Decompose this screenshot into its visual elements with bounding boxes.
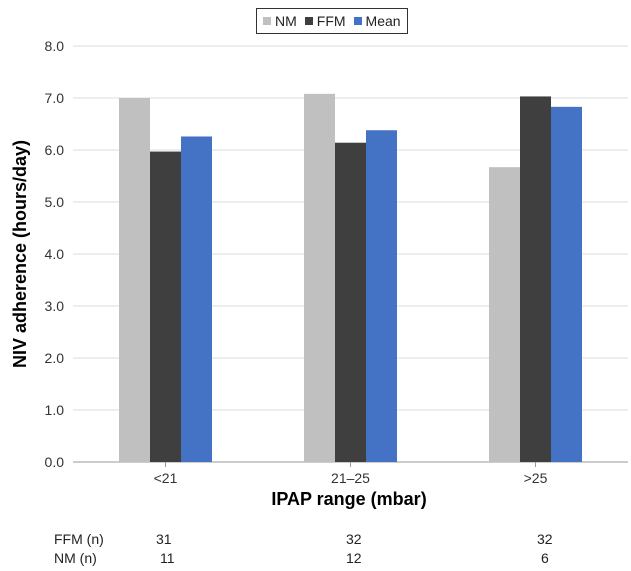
x-tick-labels: <21 21–25 >25 [154, 462, 548, 486]
bar-nm-1 [304, 94, 335, 462]
x-axis-title: IPAP range (mbar) [271, 489, 426, 509]
n-table-cell: 32 [346, 531, 362, 547]
y-tick-label: 2.0 [45, 350, 65, 366]
bar-nm-2 [489, 167, 520, 462]
n-table-cell: 6 [541, 550, 549, 566]
bar-mean-0 [181, 136, 212, 462]
n-table-cell: 31 [156, 531, 172, 547]
bar-ffm-0 [150, 152, 181, 462]
bar-nm-0 [119, 98, 150, 462]
y-tick-label: 8.0 [45, 38, 65, 54]
bar-ffm-1 [335, 143, 366, 462]
y-tick-labels: 0.0 1.0 2.0 3.0 4.0 5.0 6.0 7.0 8.0 [45, 38, 65, 470]
y-tick-label: 5.0 [45, 194, 65, 210]
y-tick-label: 1.0 [45, 402, 65, 418]
y-axis-title: NIV adherence (hours/day) [10, 140, 30, 368]
n-table-cell: 11 [160, 550, 175, 566]
bar-mean-2 [551, 107, 582, 462]
y-tick-label: 6.0 [45, 142, 65, 158]
bar-mean-1 [366, 130, 397, 462]
x-tick-label: <21 [154, 470, 178, 486]
n-table-cell: 12 [346, 550, 362, 566]
bar-ffm-2 [520, 96, 551, 462]
y-tick-label: 7.0 [45, 90, 65, 106]
x-tick-label: 21–25 [331, 470, 370, 486]
n-table-cell: 32 [537, 531, 553, 547]
bar-chart: 0.01.02.03.04.05.06.07.08.0 <21 21–25 >25 … [0, 0, 631, 520]
y-tick-label: 0.0 [45, 454, 65, 470]
y-tick-label: 4.0 [45, 246, 65, 262]
n-table-label-ffm: FFM (n) [54, 531, 104, 547]
bars [119, 94, 582, 462]
y-tick-label: 3.0 [45, 298, 65, 314]
n-table-label-nm: NM (n) [54, 550, 97, 566]
x-tick-label: >25 [524, 470, 548, 486]
